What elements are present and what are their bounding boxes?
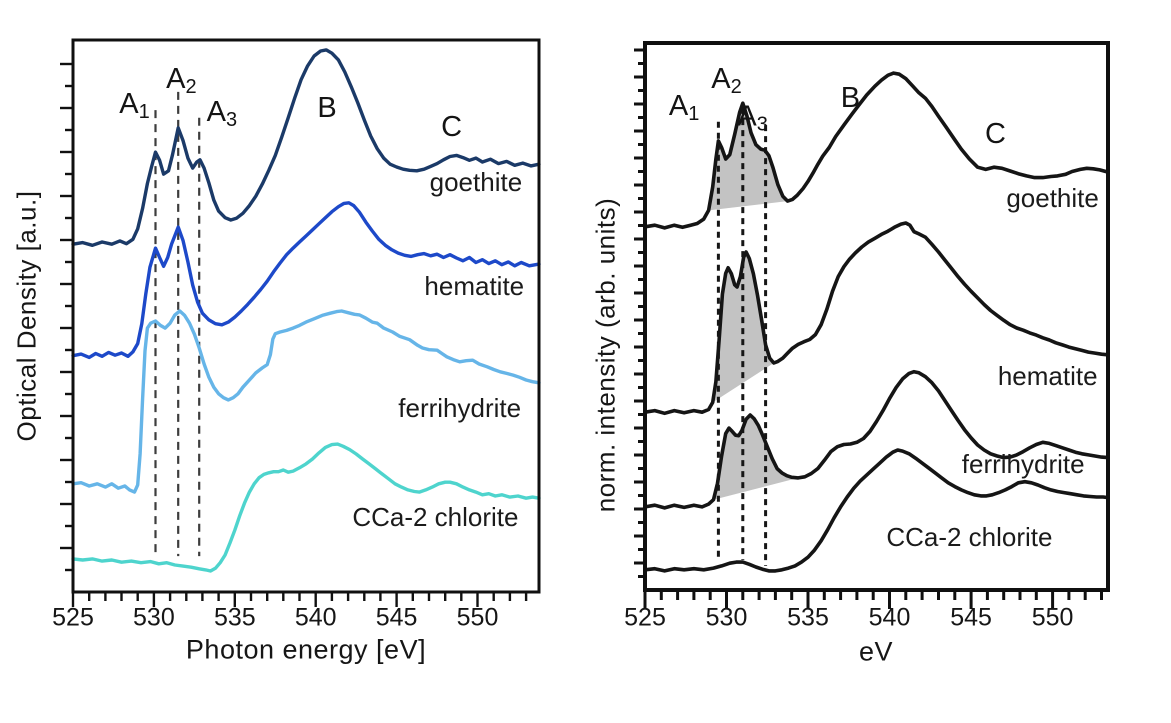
curve-cca-2-chlorite-left (71, 442, 541, 573)
peak-label-c-right: C (985, 118, 1006, 150)
x-tick-label-545-right: 545 (950, 604, 992, 632)
x-ticks-right (643, 590, 1103, 609)
x-tick-label-545-left: 545 (376, 604, 418, 632)
x-tick-label-530-right: 530 (706, 604, 748, 632)
peak-label-a1-left: A1 (119, 88, 149, 123)
peak-label-b-right: B (841, 82, 860, 114)
x-tick-label-540-right: 540 (869, 604, 911, 632)
shaded-area-goethite (708, 103, 788, 211)
peak-label-a2-right: A2 (711, 63, 741, 98)
series-label-hematite-right: hematite (998, 361, 1098, 391)
shaded-area-ferrihydrite (713, 415, 799, 500)
peak-label-c-left: C (441, 111, 462, 143)
series-label-hematite-left: hematite (424, 271, 524, 301)
x-tick-label-550-right: 550 (1032, 604, 1074, 632)
peak-label-a3-right: A3 (737, 100, 767, 135)
plot-frame-left (71, 38, 541, 594)
y-ticks-left (60, 62, 73, 572)
x-tick-label-540-left: 540 (295, 604, 337, 632)
series-label-goethite-left: goethite (430, 167, 523, 197)
peak-label-a2-left: A2 (166, 63, 196, 98)
x-tick-label-530-left: 530 (133, 604, 175, 632)
plot-frame-right (643, 41, 1110, 592)
y-axis-label-left: Optical Density [a.u.] (11, 190, 42, 442)
curve-cca-2-chlorite-right (643, 448, 1110, 573)
curve-goethite-right (643, 71, 1110, 230)
peak-label-b-left: B (317, 92, 336, 124)
series-label-cca-2-chlorite-right: CCa-2 chlorite (886, 522, 1052, 552)
series-label-goethite-right: goethite (1006, 183, 1099, 213)
x-ticks-left (71, 592, 528, 607)
peak-label-a3-left: A3 (207, 96, 237, 131)
y-axis-label-right: norm. intensity (arb. units) (590, 197, 621, 513)
x-tick-label-535-right: 535 (787, 604, 829, 632)
x-tick-label-525-right: 525 (624, 604, 666, 632)
peak-label-a1-right: A1 (669, 90, 699, 125)
series-label-cca-2-chlorite-left: CCa-2 chlorite (352, 502, 518, 532)
curve-ferrihydrite-left (71, 309, 541, 494)
panel-right: goethite hematite ferrihydrite CCa-2 chlori… (624, 41, 1110, 632)
curve-ferrihydrite-right (643, 369, 1110, 510)
x-axis-label-right: eV (858, 636, 894, 667)
curve-goethite-left (71, 48, 541, 248)
series-label-ferrihydrite-right: ferrihydrite (962, 449, 1085, 479)
x-tick-label-525-left: 525 (52, 604, 94, 632)
x-tick-label-535-left: 535 (214, 604, 256, 632)
x-tick-label-550-left: 550 (457, 604, 499, 632)
shaded-area-hematite (712, 252, 774, 403)
curve-hematite-right (643, 221, 1110, 416)
panel-left: goethite hematite ferrihydrite CCa-2 chlori… (52, 38, 541, 632)
y-ticks-right (634, 48, 645, 578)
series-label-ferrihydrite-left: ferrihydrite (398, 393, 521, 423)
curve-hematite-left (71, 201, 541, 360)
x-axis-label-left: Photon energy [eV] (185, 634, 427, 665)
